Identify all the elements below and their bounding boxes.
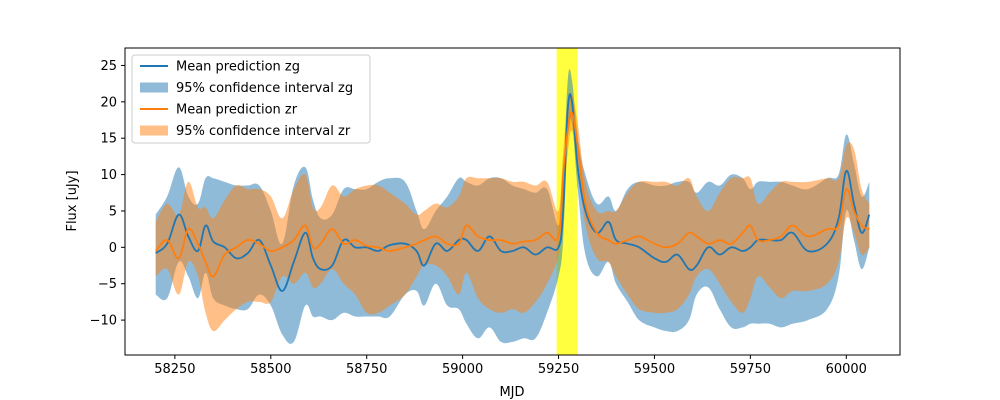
y-tick-label: −5 (98, 277, 117, 292)
axes-frame (124, 47, 901, 356)
y-tick-label: 15 (100, 132, 117, 147)
y-tick-label: 10 (100, 168, 117, 183)
x-tick-label: 59000 (442, 362, 483, 377)
plot-area (155, 48, 871, 355)
x-tick-label: 59500 (634, 362, 675, 377)
y-tick-label: 20 (100, 95, 117, 110)
line-layer (155, 93, 871, 292)
y-tick-label: 25 (100, 59, 117, 74)
y-axis-ticks: −10 −5 0 5 10 15 20 25 (90, 59, 125, 329)
x-tick-label: 60000 (826, 362, 867, 377)
x-axis-ticks: 58250 58500 58750 59000 59250 59500 59750 60000 (154, 355, 867, 377)
legend-label: Mean prediction zr (176, 103, 298, 118)
y-tick-label: 5 (109, 204, 117, 219)
mean-line-zr (155, 111, 870, 278)
legend-swatch-band (140, 82, 168, 93)
x-tick-label: 58250 (154, 362, 195, 377)
x-tick-label: 59750 (730, 362, 771, 377)
x-tick-label: 59250 (538, 362, 579, 377)
x-axis-title: MJD (499, 385, 524, 400)
y-axis-title: Flux [uJy] (65, 170, 80, 231)
x-tick-label: 58750 (346, 362, 387, 377)
legend-label: 95% confidence interval zg (176, 81, 353, 96)
legend-swatch-band (140, 125, 168, 136)
x-tick-label: 58500 (250, 362, 291, 377)
y-tick-label: −10 (90, 314, 117, 329)
confidence-band-zr (155, 92, 870, 332)
y-tick-label: 0 (109, 241, 117, 256)
legend: Mean prediction zg 95% confidence interva… (131, 54, 371, 144)
legend-label: Mean prediction zg (176, 60, 300, 75)
band-layer (155, 69, 870, 344)
mean-line-zg (155, 93, 871, 292)
legend-box (131, 54, 371, 144)
legend-label: 95% confidence interval zr (176, 124, 351, 139)
